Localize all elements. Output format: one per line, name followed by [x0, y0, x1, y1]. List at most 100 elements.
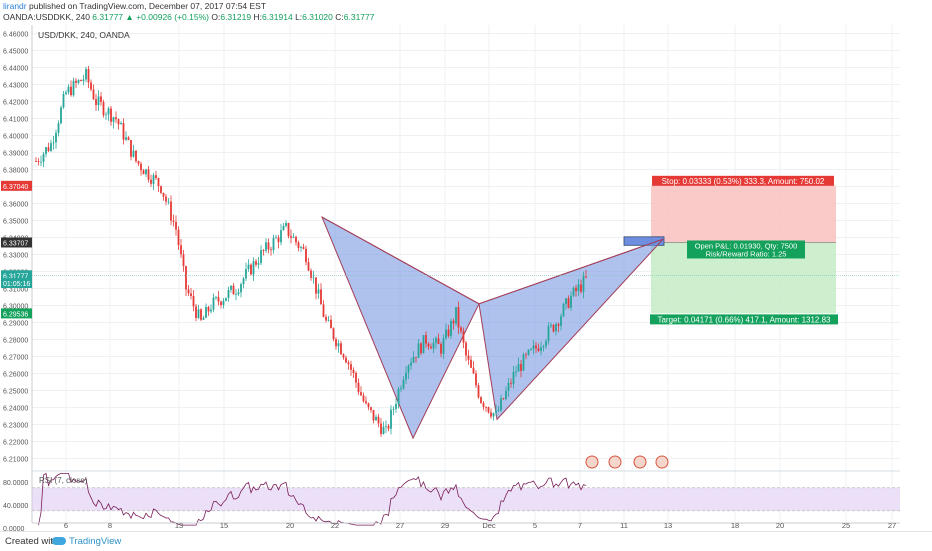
candle-body	[577, 284, 580, 292]
candle-body	[442, 338, 445, 354]
candle-body	[500, 398, 502, 411]
axes: 6.46000 6.45000 6.44000 6.43000 6.42000 6.410…	[1, 25, 900, 531]
event-flag-icon	[655, 455, 669, 469]
stop-label: Stop: 0.03333 (0.53%) 333.3, Amount: 750…	[662, 177, 825, 186]
candle-body	[330, 319, 332, 329]
candle-body	[455, 307, 457, 324]
candle-body	[137, 161, 140, 164]
candle-body	[487, 407, 490, 413]
time-tick-label: 15	[220, 521, 228, 530]
candle-body	[120, 123, 122, 125]
price-flag	[1, 237, 32, 248]
price-flag	[1, 278, 32, 289]
candle-body	[247, 264, 250, 269]
target-label-bg	[650, 314, 838, 325]
footer: Created with TradingView	[0, 531, 932, 551]
candle-body	[272, 238, 275, 251]
candle-body	[37, 161, 40, 163]
candle-body	[265, 242, 267, 251]
candle-body	[425, 335, 427, 344]
candle-body	[190, 293, 192, 296]
candle-body	[45, 147, 47, 154]
candle-body	[315, 277, 317, 294]
price-tick-label: 6.24000	[3, 406, 28, 413]
pnl-label-bg	[687, 240, 805, 259]
candle-body	[202, 317, 205, 320]
candle-body	[457, 307, 460, 328]
candle-body	[407, 365, 410, 373]
candle-body	[325, 316, 327, 321]
candle-body	[205, 306, 207, 318]
candle-body	[535, 345, 537, 349]
rr-label: Risk/Reward Ratio: 1.25	[706, 249, 787, 258]
candle-body	[42, 153, 45, 162]
stop-label-bg	[652, 175, 834, 186]
candle-body	[317, 289, 320, 294]
pnl-label: Open P&L: 0.01930, Qty: 7500	[695, 241, 798, 250]
candle-body	[307, 262, 310, 271]
candle-body	[135, 150, 137, 162]
candle-body	[212, 297, 215, 310]
candle-body	[270, 249, 272, 251]
candle-body	[302, 247, 305, 249]
author-link[interactable]: lirandr	[3, 1, 27, 11]
candle-body	[492, 413, 495, 417]
candle-body	[472, 367, 475, 374]
candle-body	[557, 324, 560, 326]
tradingview-logo[interactable]: TradingView	[52, 536, 121, 547]
rsi-line	[38, 472, 587, 526]
candle-body	[505, 390, 507, 400]
candle-body	[525, 354, 527, 356]
candle-body	[217, 297, 220, 302]
candle-body	[445, 329, 447, 339]
time-tick-label: 7	[578, 521, 582, 530]
candle-body	[232, 285, 235, 295]
up-arrow-icon: ▲	[125, 12, 134, 22]
candle-body	[420, 343, 422, 354]
candle-body	[227, 289, 230, 298]
candle-body	[80, 80, 82, 82]
candle-body	[485, 406, 487, 408]
candle-body	[515, 371, 517, 373]
time-tick-label: 25	[842, 521, 850, 530]
price-chart[interactable]: Stop: 0.03333 (0.53%) 333.3, Amount: 750…	[0, 0, 932, 531]
time-tick-label: 8	[108, 521, 112, 530]
candle-body	[127, 137, 130, 141]
candle-body	[115, 117, 117, 120]
candle-body	[565, 298, 567, 305]
candles	[35, 66, 587, 437]
candle-body	[290, 236, 292, 238]
candle-body	[507, 382, 510, 391]
candle-body	[435, 338, 437, 343]
candle-body	[67, 86, 70, 93]
candle-body	[105, 114, 107, 116]
candle-body	[40, 161, 42, 163]
price-tick-label: 6.41000	[3, 117, 28, 124]
price-tick-label: 6.30000	[3, 304, 28, 311]
price-tick-label: 6.40000	[3, 134, 28, 141]
candle-body	[140, 163, 142, 171]
candle-body	[345, 357, 347, 363]
candle-body	[297, 242, 300, 248]
candle-body	[187, 289, 190, 294]
overlays	[32, 274, 900, 469]
price-flag	[1, 270, 32, 281]
candle-body	[255, 261, 257, 265]
target-label: Target: 0.04171 (0.66%) 417.1, Amount: 1…	[657, 315, 831, 324]
published-text: published on TradingView.com, December 0…	[29, 1, 267, 11]
candle-body	[257, 263, 260, 265]
candle-body	[520, 364, 522, 371]
candle-body	[365, 401, 367, 404]
candle-body	[142, 170, 145, 175]
candle-body	[152, 175, 155, 184]
candle-body	[125, 137, 127, 140]
candle-body	[467, 355, 470, 360]
price-tick-label: 6.45000	[3, 49, 28, 56]
candle-body	[552, 324, 555, 332]
candle-body	[240, 284, 242, 293]
candle-body	[72, 80, 75, 96]
open-label: O:	[211, 12, 221, 22]
candle-body	[517, 364, 520, 372]
candle-body	[237, 292, 240, 295]
candle-body	[180, 245, 182, 255]
